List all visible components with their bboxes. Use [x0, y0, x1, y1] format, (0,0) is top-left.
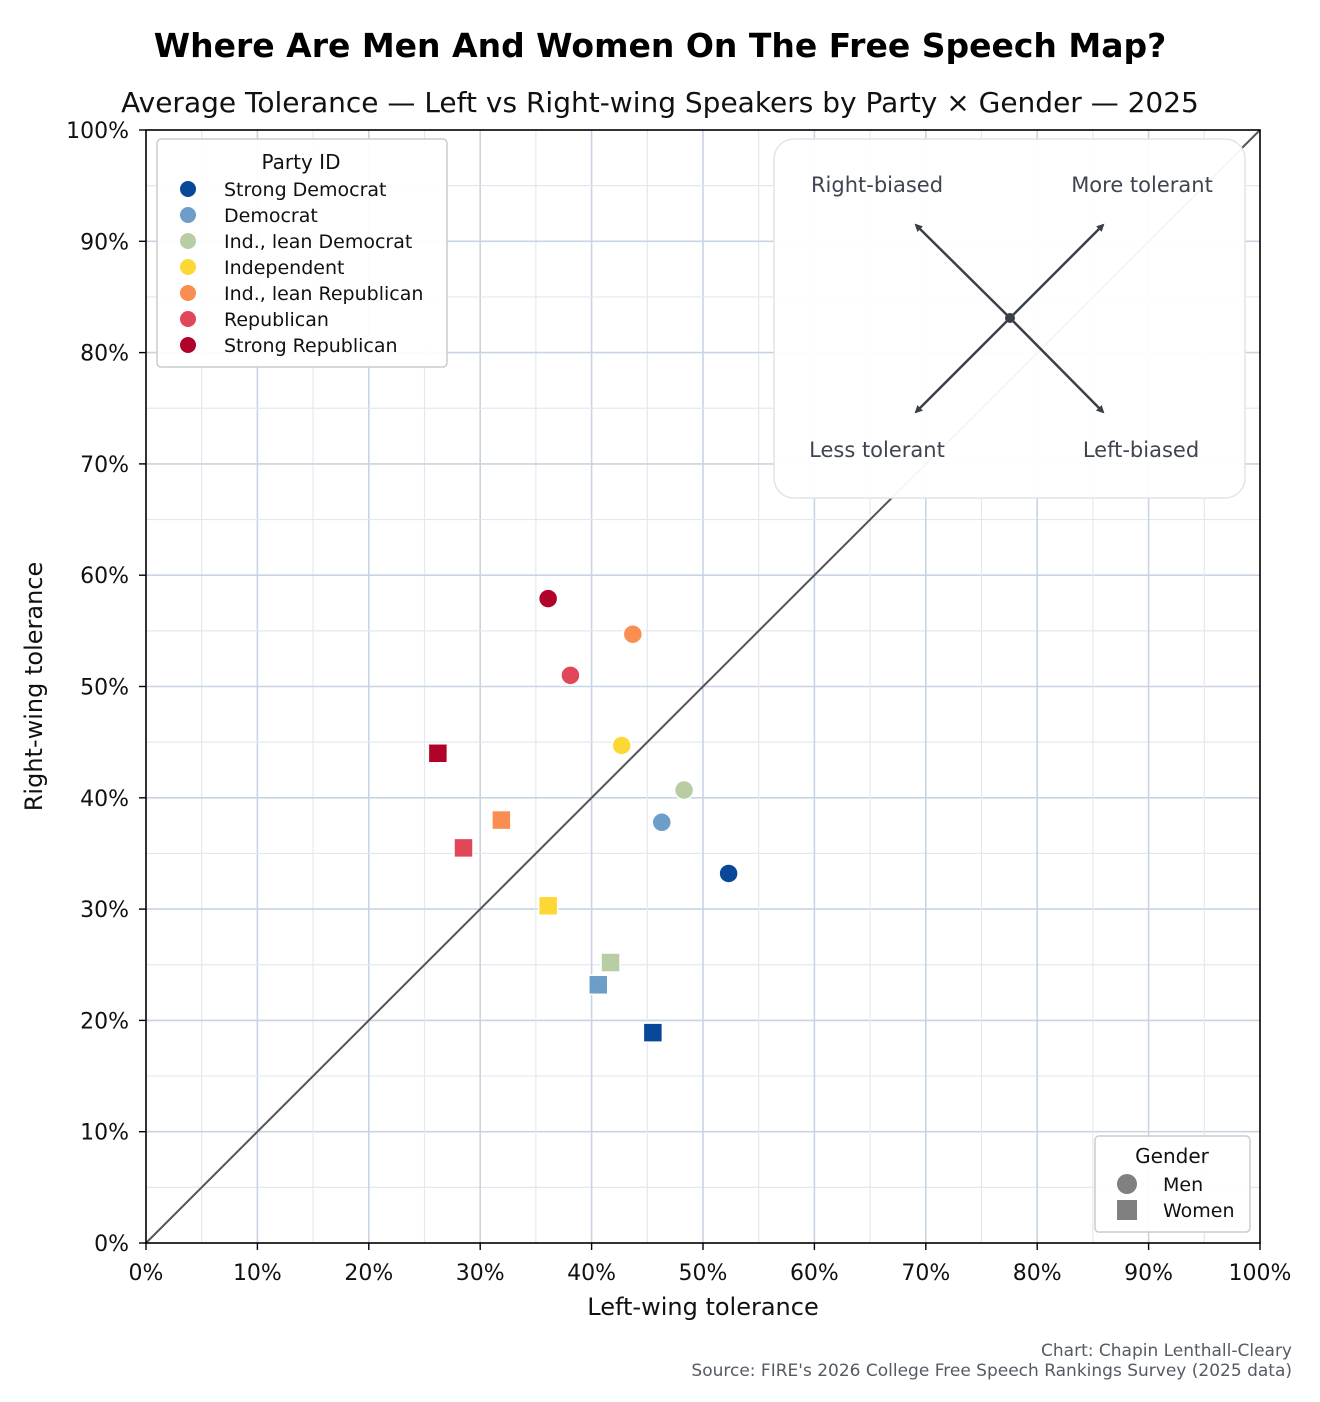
men-ind-lean-democrat-point	[673, 779, 695, 801]
men-ind-lean-republican-point	[622, 623, 644, 645]
women-strong-republican-point	[427, 743, 449, 764]
party-legend-label: Republican	[224, 309, 329, 331]
party-legend-label: Ind., lean Republican	[224, 283, 423, 305]
gender-legend-label-women: Women	[1163, 1200, 1235, 1222]
arrow-up-left-icon	[914, 223, 1011, 319]
x-tick-label: 80%	[1013, 1261, 1062, 1286]
party-legend-marker	[180, 207, 196, 223]
y-tick-label: 10%	[80, 1121, 129, 1146]
x-tick-label: 10%	[233, 1261, 282, 1286]
y-tick-label: 50%	[80, 676, 129, 701]
x-tick-label: 90%	[1124, 1261, 1173, 1286]
party-legend-marker	[180, 311, 196, 327]
arrow-down-left-icon	[914, 317, 1011, 414]
x-tick-label: 60%	[790, 1261, 839, 1286]
y-tick-label: 100%	[66, 119, 129, 144]
x-tick-label: 0%	[129, 1261, 164, 1286]
men-republican-point	[560, 665, 581, 686]
party-legend: Party ID Strong Democrat Democrat Ind., lea…	[156, 138, 448, 368]
gender-legend-label-men: Men	[1163, 1174, 1203, 1196]
women-strong-democrat-point	[642, 1022, 664, 1043]
party-legend-label: Ind., lean Democrat	[224, 231, 412, 253]
women-republican-point	[453, 837, 474, 859]
x-tick-label: 20%	[344, 1261, 393, 1286]
y-tick-label: 80%	[80, 342, 129, 367]
x-tick-label: 40%	[567, 1261, 616, 1286]
direction-compass: Right-biased More tolerant Less tolerant Le…	[773, 138, 1246, 499]
compass-label-less-tolerant: Less tolerant	[809, 438, 945, 462]
party-legend-title: Party ID	[262, 150, 341, 174]
y-tick-label: 90%	[80, 230, 129, 255]
men-democrat-point	[651, 812, 673, 833]
gender-legend-square-marker	[1117, 1200, 1137, 1220]
party-legend-marker	[180, 337, 196, 353]
series-women	[427, 743, 664, 1043]
y-tick-label: 60%	[80, 564, 129, 589]
arrow-up-right-icon	[1009, 223, 1105, 319]
compass-label-more-tolerant: More tolerant	[1071, 173, 1213, 197]
series-men	[537, 588, 739, 884]
party-legend-label: Strong Democrat	[224, 179, 386, 201]
x-tick-label: 100%	[1229, 1261, 1292, 1286]
men-strong-republican-point	[537, 588, 559, 609]
women-independent-point	[537, 895, 559, 917]
y-tick-label: 30%	[80, 898, 129, 923]
y-tick-label: 20%	[80, 1009, 129, 1034]
compass-label-left-biased: Left-biased	[1083, 438, 1199, 462]
party-legend-label: Independent	[224, 257, 344, 279]
party-legend-marker	[180, 233, 196, 249]
party-legend-label: Democrat	[224, 205, 318, 227]
chart-title: Where Are Men And Women On The Free Spee…	[153, 26, 1167, 65]
compass-center-dot	[1005, 313, 1015, 323]
gender-legend-title: Gender	[1135, 1144, 1209, 1168]
y-tick-label: 40%	[80, 787, 129, 812]
party-legend-marker	[180, 259, 196, 275]
x-tick-label: 50%	[679, 1261, 728, 1286]
men-strong-democrat-point	[718, 863, 739, 884]
party-legend-marker	[180, 285, 196, 301]
chart-subtitle: Average Tolerance — Left vs Right-wing S…	[121, 86, 1199, 119]
x-axis-label: Left-wing tolerance	[587, 1293, 818, 1321]
chart-credit: Chart: Chapin Lenthall-Cleary	[1041, 1341, 1292, 1361]
women-ind-lean-republican-point	[491, 809, 512, 831]
y-tick-label: 0%	[94, 1232, 129, 1257]
women-democrat-point	[588, 974, 609, 996]
party-legend-label: Strong Republican	[224, 335, 398, 357]
gender-legend-circle-marker	[1117, 1174, 1137, 1194]
x-tick-label: 30%	[456, 1261, 505, 1286]
gender-legend: Gender Men Women	[1094, 1135, 1251, 1233]
arrow-down-right-icon	[1009, 317, 1105, 414]
y-axis-label: Right-wing tolerance	[20, 562, 48, 812]
women-ind-lean-democrat-point	[600, 952, 621, 973]
y-tick-label: 70%	[80, 453, 129, 478]
compass-label-right-biased: Right-biased	[811, 173, 943, 197]
party-legend-box	[156, 138, 448, 368]
party-legend-marker	[180, 181, 196, 197]
men-independent-point	[611, 735, 632, 756]
x-tick-label: 70%	[901, 1261, 950, 1286]
chart-source: Source: FIRE's 2026 College Free Speech …	[691, 1361, 1292, 1381]
